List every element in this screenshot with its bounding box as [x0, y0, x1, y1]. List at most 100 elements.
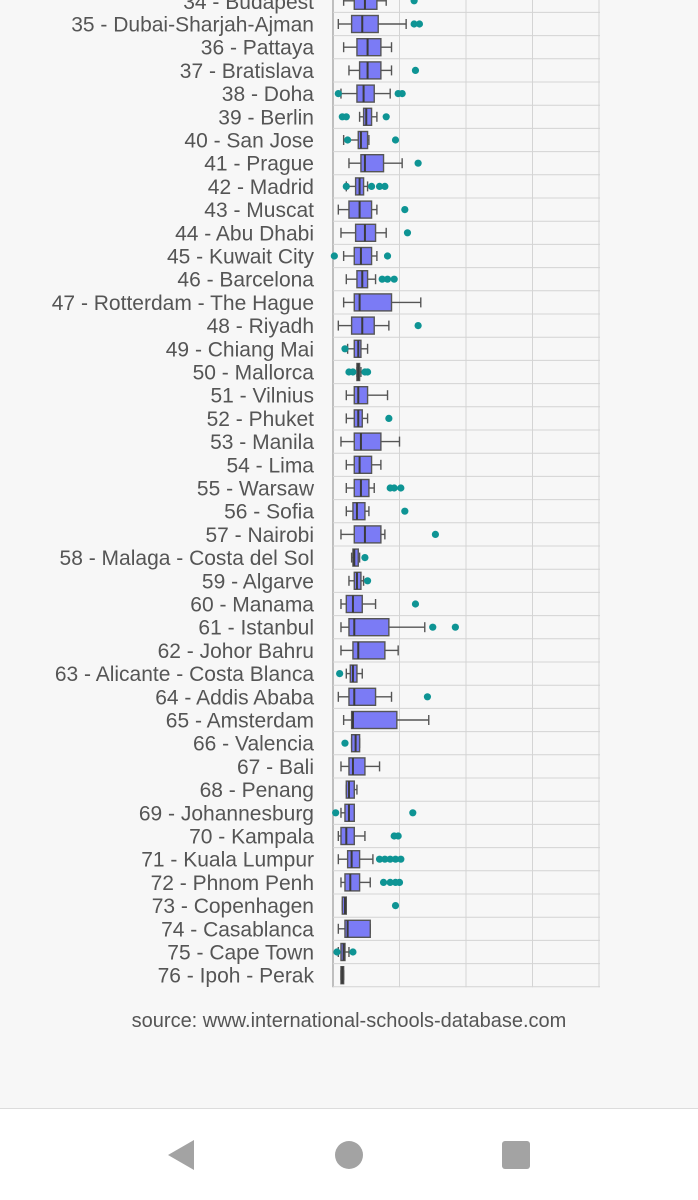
- outlier-point: [394, 832, 402, 840]
- iqr-box: [353, 455, 373, 474]
- outlier-point: [363, 577, 372, 585]
- box-row: [340, 525, 440, 544]
- box-row: [332, 803, 417, 822]
- category-label: 52 - Phuket: [207, 408, 315, 431]
- outlier-point: [401, 206, 409, 214]
- box-row: [348, 153, 422, 173]
- category-label: 66 - Valencia: [193, 733, 314, 756]
- box-row: [333, 942, 357, 962]
- outlier-point: [383, 252, 392, 260]
- outlier-point: [398, 90, 406, 98]
- iqr-box: [357, 130, 369, 150]
- box-row: [340, 966, 345, 985]
- category-label: 58 - Malaga - Costa del Sol: [60, 547, 314, 570]
- outlier-point: [390, 484, 398, 492]
- box-row: [342, 0, 418, 11]
- outlier-point: [411, 66, 420, 74]
- category-label: 72 - Phnom Penh: [151, 872, 314, 895]
- iqr-box: [350, 14, 379, 34]
- outlier-point: [381, 855, 389, 863]
- category-label: 60 - Manama: [190, 594, 314, 617]
- category-label: 64 - Addis Ababa: [155, 686, 314, 709]
- outlier-point: [382, 113, 390, 121]
- outlier-point: [378, 275, 386, 283]
- outlier-point: [341, 739, 349, 747]
- category-label: 65 - Amsterdam: [166, 710, 314, 733]
- outlier-point: [391, 136, 400, 144]
- box-row: [341, 734, 361, 753]
- box-row: [342, 293, 422, 312]
- box-row: [337, 200, 409, 219]
- back-icon[interactable]: [163, 1138, 197, 1172]
- outlier-point: [361, 554, 369, 562]
- category-label: 75 - Cape Town: [167, 942, 314, 965]
- category-label: 59 - Algarve: [202, 570, 314, 593]
- category-label: 46 - Barcelona: [177, 269, 314, 292]
- iqr-box: [353, 246, 373, 266]
- box-row: [334, 84, 406, 103]
- category-label: 68 - Penang: [200, 779, 314, 802]
- category-label: 76 - Ipoh - Perak: [158, 965, 315, 988]
- outlier-point: [336, 670, 344, 678]
- outlier-point: [332, 809, 340, 817]
- category-label: 50 - Mallorca: [193, 362, 315, 385]
- outlier-point: [386, 878, 394, 887]
- home-icon[interactable]: [332, 1138, 366, 1172]
- outlier-point: [397, 855, 405, 863]
- box-row: [340, 618, 459, 637]
- outlier-point: [341, 345, 349, 353]
- box-row: [350, 548, 369, 567]
- outlier-point: [410, 20, 418, 28]
- category-label: 48 - Riyadh: [207, 315, 314, 338]
- outlier-point: [383, 275, 392, 283]
- category-label: 37 - Bratislava: [180, 60, 315, 83]
- outlier-point: [333, 948, 341, 956]
- iqr-box: [353, 432, 382, 451]
- outlier-point: [451, 623, 459, 631]
- boxes-layer: [330, 0, 459, 985]
- category-label: 73 - Copenhagen: [152, 895, 314, 918]
- outlier-point: [367, 182, 376, 190]
- outlier-point: [375, 182, 384, 190]
- box-row: [348, 571, 372, 590]
- navigation-bar: [0, 1109, 698, 1200]
- category-label: 53 - Manila: [210, 431, 314, 454]
- iqr-box: [344, 919, 371, 938]
- outlier-point: [381, 182, 389, 190]
- outlier-point: [344, 136, 352, 144]
- iqr-box: [352, 641, 386, 660]
- outlier-point: [363, 368, 372, 376]
- category-label: 39 - Berlin: [218, 106, 314, 129]
- box-row: [341, 896, 400, 915]
- category-label: 67 - Bali: [237, 756, 314, 779]
- iqr-box: [348, 757, 366, 776]
- box-row: [345, 478, 405, 498]
- category-label: 70 - Kampala: [189, 826, 314, 849]
- iqr-box: [345, 780, 355, 799]
- category-label: 62 - Johor Bahru: [158, 640, 314, 663]
- iqr-box: [340, 826, 355, 846]
- category-label: 36 - Pattaya: [201, 37, 315, 60]
- grid-layer: [332, 0, 600, 988]
- recents-icon[interactable]: [499, 1138, 533, 1172]
- outlier-point: [397, 484, 405, 492]
- iqr-box: [360, 153, 385, 173]
- category-label: 55 - Warsaw: [197, 478, 315, 501]
- iqr-box: [348, 687, 377, 706]
- source-caption: source: www.international-schools-databa…: [131, 1010, 567, 1032]
- outlier-point: [411, 600, 420, 608]
- box-row: [337, 850, 405, 869]
- box-row: [330, 246, 392, 266]
- category-label: 56 - Sofia: [224, 501, 314, 524]
- iqr-box: [348, 618, 390, 637]
- outlier-point: [379, 878, 388, 887]
- box-row: [337, 919, 371, 938]
- category-label: 61 - Istanbul: [198, 617, 314, 640]
- category-label: 57 - Nairobi: [205, 524, 314, 547]
- box-row: [337, 687, 432, 706]
- category-label: 34 - Budapest: [183, 0, 314, 14]
- outlier-point: [342, 113, 350, 121]
- category-label: 63 - Alicante - Costa Blanca: [55, 663, 314, 686]
